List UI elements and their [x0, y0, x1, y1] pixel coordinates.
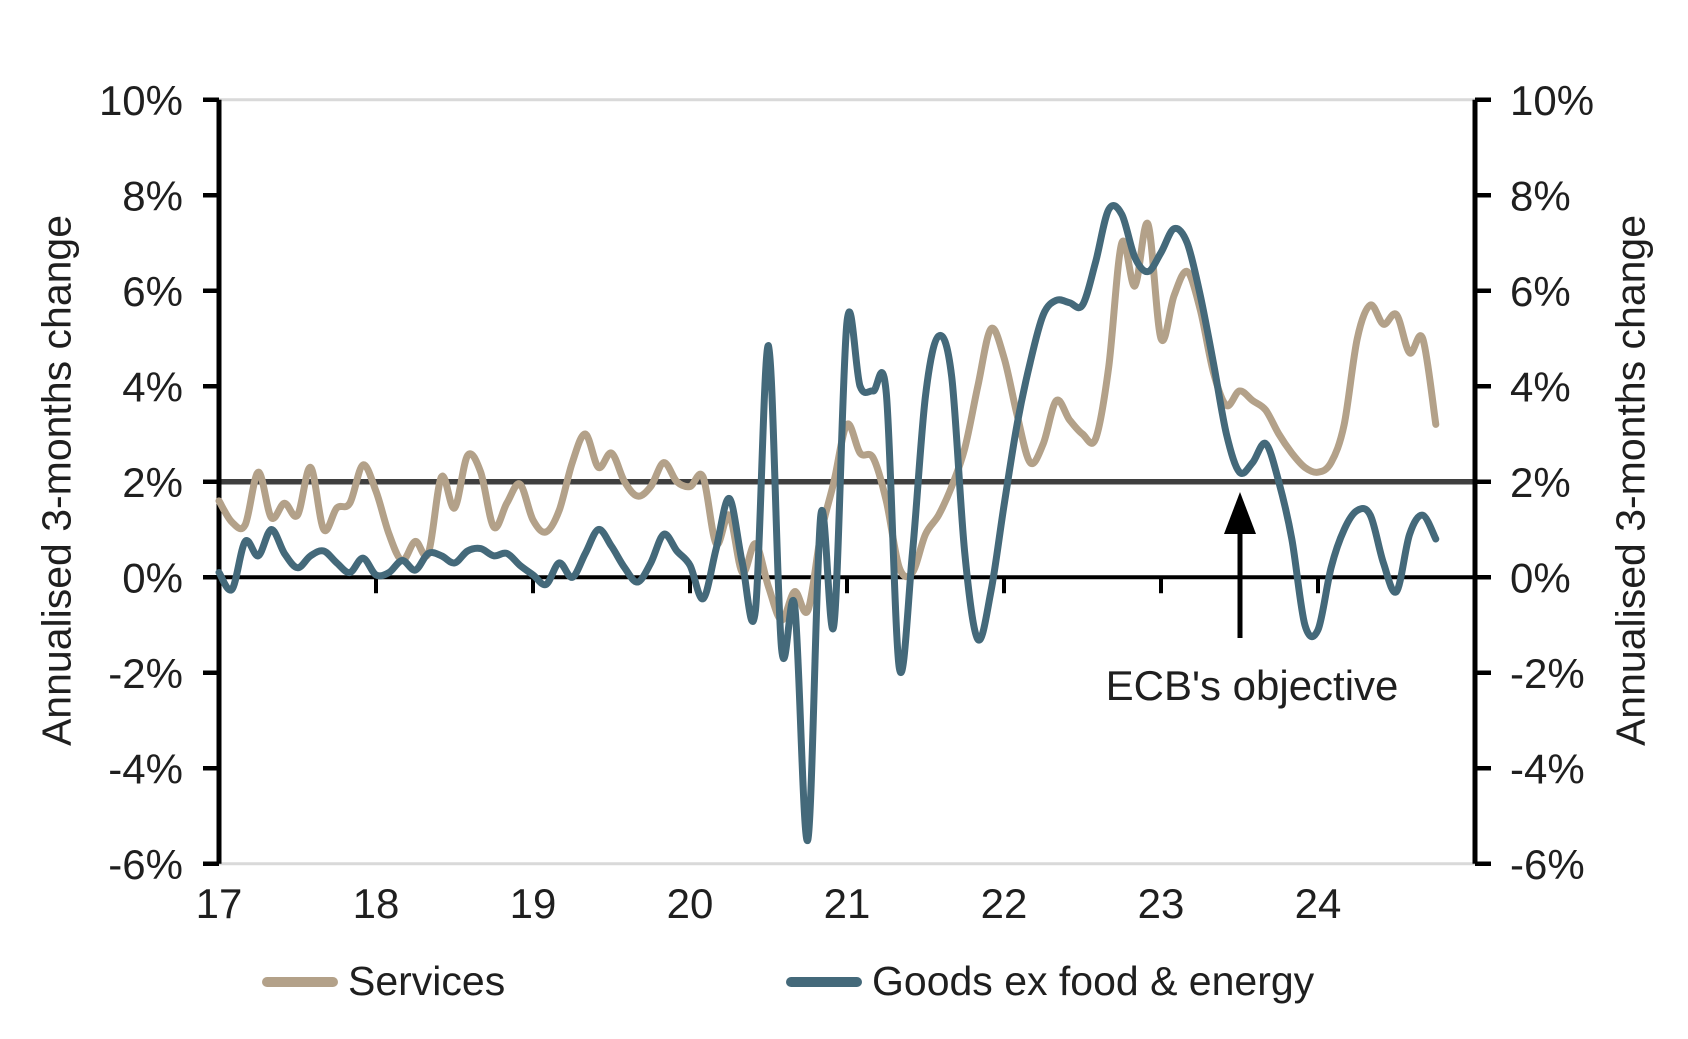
series-line-goods	[215, 202, 1440, 844]
services-line-swatch	[262, 976, 338, 987]
y-tick-label-right: 4%	[1510, 363, 1571, 410]
y-tick-label-left: -6%	[108, 841, 183, 888]
annotation-arrow-head	[1224, 492, 1256, 534]
legend-label-goods: Goods ex food & energy	[872, 958, 1315, 1004]
y-tick-label-right: -6%	[1510, 841, 1585, 888]
y-tick-label-right: 2%	[1510, 459, 1571, 506]
legend-item-goods: Goods ex food & energy	[786, 958, 1314, 1005]
x-tick-label: 20	[667, 880, 714, 927]
annotation-text: ECB's objective	[1106, 662, 1399, 709]
x-tick-label: 17	[196, 880, 243, 927]
y-tick-label-left: 0%	[122, 554, 183, 601]
x-tick-label: 22	[981, 880, 1028, 927]
y-axis-title-right: Annualised 3-months change	[1607, 214, 1654, 747]
y-tick-label-right: -2%	[1510, 650, 1585, 697]
y-tick-label-left: -2%	[108, 650, 183, 697]
y-tick-label-right: 0%	[1510, 554, 1571, 601]
y-tick-label-right: 8%	[1510, 172, 1571, 219]
y-tick-label-right: 6%	[1510, 268, 1571, 315]
y-tick-label-right: -4%	[1510, 745, 1585, 792]
legend-item-services: Services	[262, 958, 505, 1005]
goods-line-swatch	[786, 976, 862, 987]
y-tick-label-left: 4%	[122, 363, 183, 410]
x-tick-label: 18	[353, 880, 400, 927]
y-tick-label-left: 6%	[122, 268, 183, 315]
y-tick-label-left: 2%	[122, 459, 183, 506]
y-tick-label-left: -4%	[108, 745, 183, 792]
x-tick-label: 19	[510, 880, 557, 927]
y-axis-title-left: Annualised 3-months change	[33, 214, 80, 747]
legend-label-services: Services	[348, 958, 506, 1004]
y-tick-label-left: 8%	[122, 172, 183, 219]
x-tick-label: 23	[1138, 880, 1185, 927]
x-tick-label: 24	[1295, 880, 1342, 927]
y-tick-label-right: 10%	[1510, 77, 1594, 124]
y-tick-label-left: 10%	[99, 77, 183, 124]
x-tick-label: 21	[824, 880, 871, 927]
